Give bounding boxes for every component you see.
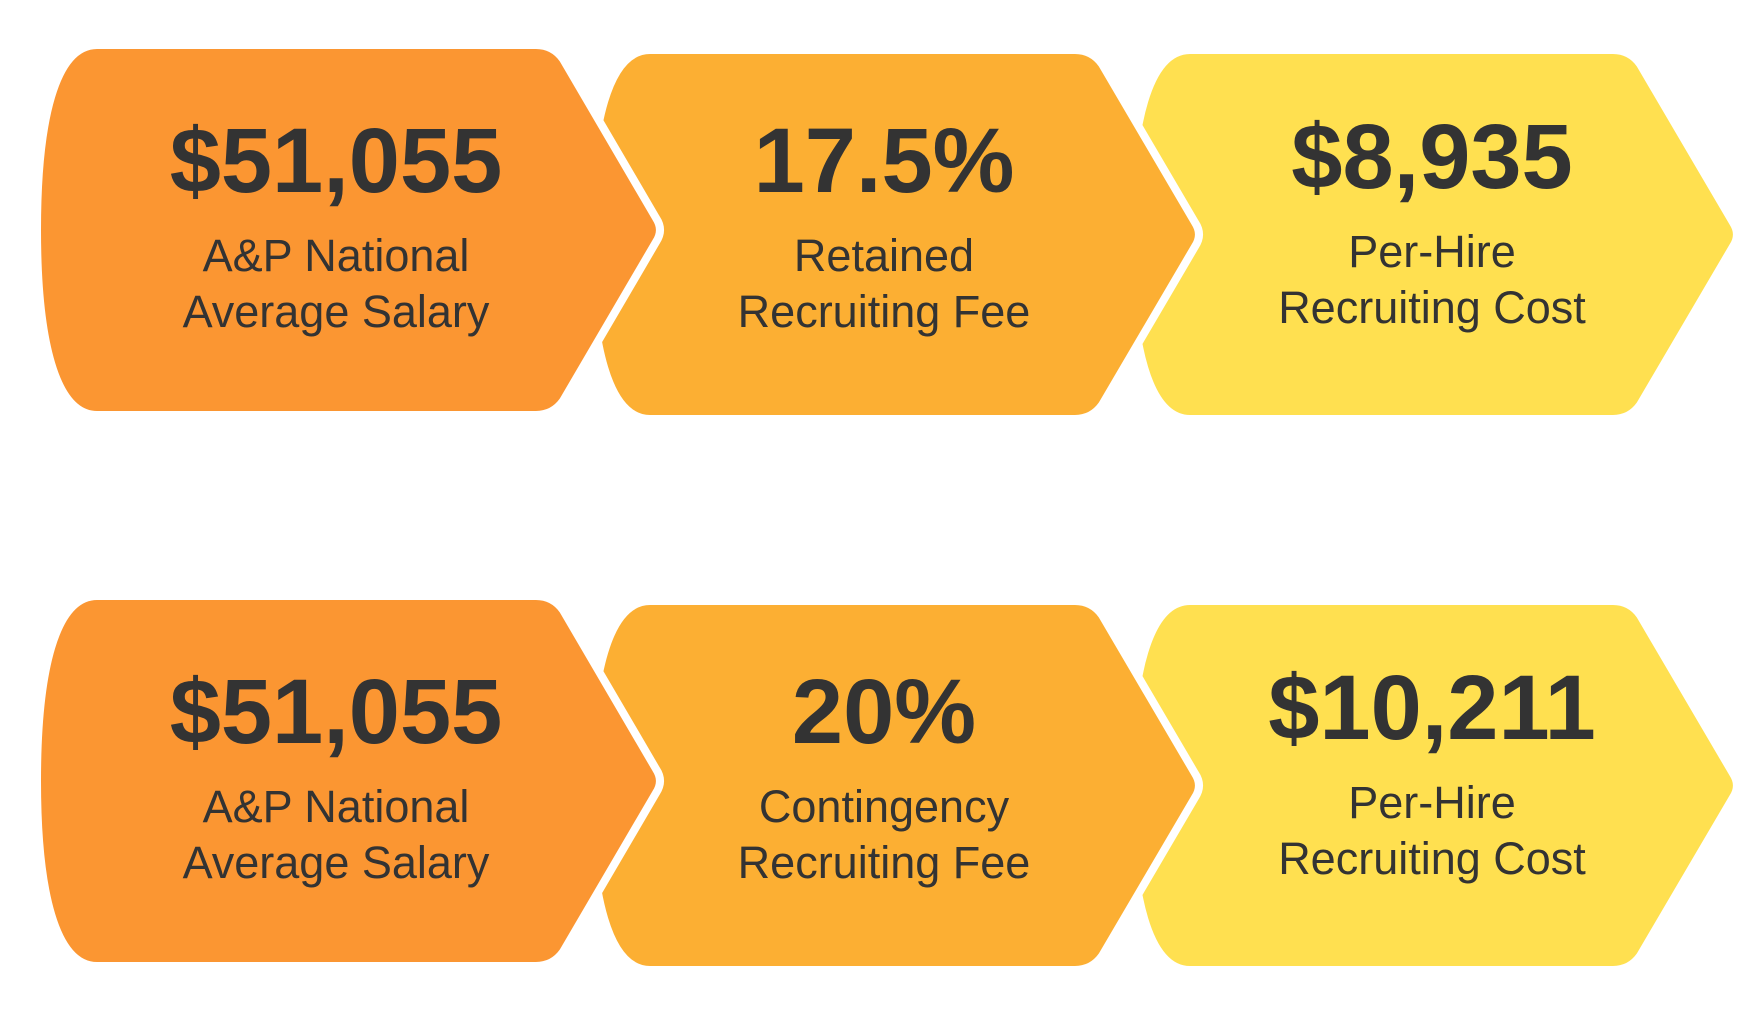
step-label-line1: A&P National — [203, 230, 470, 281]
step-cost: $8,935 Per-Hire Recruiting Cost — [1278, 106, 1586, 333]
step-label-line1: Per-Hire — [1348, 777, 1516, 828]
step-label-line2: Recruiting Fee — [738, 837, 1031, 888]
step-label-line2: Average Salary — [183, 837, 490, 888]
step-label-line2: Average Salary — [183, 286, 490, 337]
step-label-line2: Recruiting Fee — [738, 286, 1031, 337]
step-label-line1: Per-Hire — [1348, 226, 1516, 277]
row-retained: $51,055 A&P National Average Salary 17.5… — [170, 106, 1587, 337]
step-fee: 20% Contingency Recruiting Fee — [738, 661, 1031, 888]
step-value: $8,935 — [1291, 106, 1572, 208]
step-value: $10,211 — [1268, 657, 1595, 759]
step-value: $51,055 — [170, 110, 503, 212]
step-value: 17.5% — [754, 110, 1015, 212]
step-fee: 17.5% Retained Recruiting Fee — [738, 110, 1031, 337]
step-label-line2: Recruiting Cost — [1278, 833, 1586, 884]
step-salary: $51,055 A&P National Average Salary — [170, 661, 503, 888]
step-value: 20% — [792, 661, 976, 763]
chevron-step-shape — [33, 41, 664, 419]
chevron-step-shape — [33, 592, 664, 970]
step-label-line2: Recruiting Cost — [1278, 282, 1586, 333]
step-label-line1: A&P National — [203, 781, 470, 832]
step-label-line1: Retained — [794, 230, 974, 281]
step-salary: $51,055 A&P National Average Salary — [170, 110, 503, 337]
row-contingency: $51,055 A&P National Average Salary 20% … — [170, 657, 1596, 888]
step-value: $51,055 — [170, 661, 503, 763]
step-cost: $10,211 Per-Hire Recruiting Cost — [1268, 657, 1595, 884]
step-label-line1: Contingency — [759, 781, 1010, 832]
